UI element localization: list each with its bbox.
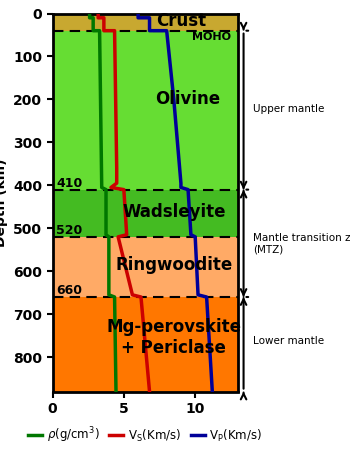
Text: Crust: Crust [156,12,206,30]
Text: Lower mantle: Lower mantle [253,336,324,346]
Legend: $\rho$(g/cm$^3$), V$_\mathrm{S}$(Km/s), V$_\mathrm{P}$(Km/s): $\rho$(g/cm$^3$), V$_\mathrm{S}$(Km/s), … [23,421,267,450]
Text: 520: 520 [56,224,82,237]
Text: Olivine: Olivine [155,90,220,108]
Text: MOHO: MOHO [192,32,231,42]
Text: 660: 660 [56,284,82,297]
Bar [52,189,238,237]
Bar [52,14,238,31]
Text: 410: 410 [56,177,82,189]
Y-axis label: Depth (km): Depth (km) [0,158,8,247]
Text: Ringwoodite: Ringwoodite [115,256,232,274]
Text: Upper mantle: Upper mantle [253,104,324,114]
Text: Wadsleyite: Wadsleyite [122,203,225,221]
Bar [52,31,238,189]
Text: Mantle transition zone
(MTZ): Mantle transition zone (MTZ) [253,233,350,254]
Bar [52,237,238,297]
Text: Mg-perovskite
+ Periclase: Mg-perovskite + Periclase [106,319,241,357]
Bar [52,297,238,392]
